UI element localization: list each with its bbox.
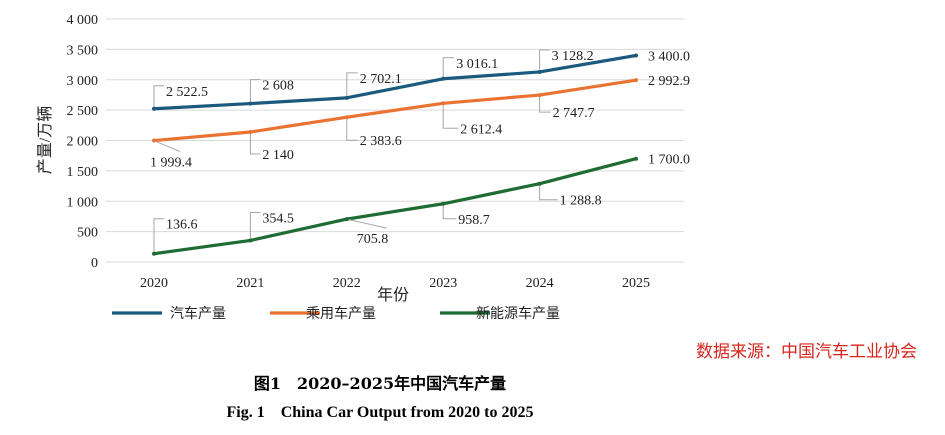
x-tick-label: 2024 <box>526 276 554 291</box>
figure-caption-en: Fig. 1 China Car Output from 2020 to 202… <box>226 404 534 421</box>
data-label: 2 608 <box>262 79 294 94</box>
data-label: 2 702.1 <box>360 72 402 87</box>
series-line <box>153 157 637 256</box>
x-tick-label: 2023 <box>429 276 457 291</box>
x-tick-label: 2022 <box>333 276 361 291</box>
data-point <box>152 138 156 143</box>
data-point <box>248 101 253 106</box>
data-label: 705.8 <box>357 232 389 247</box>
data-label: 2 992.9 <box>648 74 690 89</box>
data-point <box>152 106 156 111</box>
y-tick-label: 3 500 <box>67 43 99 58</box>
data-point <box>441 101 446 106</box>
series-line <box>153 78 637 143</box>
data-label: 2 140 <box>262 148 294 163</box>
leader-line <box>442 57 455 79</box>
data-point <box>537 93 542 98</box>
data-point <box>537 181 542 186</box>
data-point <box>344 95 349 100</box>
leader-line <box>249 211 261 241</box>
y-tick-label: 2 500 <box>67 104 99 119</box>
series-line <box>153 53 637 111</box>
leader-line <box>539 49 550 72</box>
leader-line <box>153 218 164 254</box>
leader-line <box>539 95 551 113</box>
y-tick-label: 2 000 <box>67 135 99 150</box>
leader-line <box>442 103 459 129</box>
data-label: 3 016.1 <box>456 57 498 72</box>
data-label: 2 522.5 <box>166 85 208 100</box>
source-note: 数据来源：中国汽车工业协会 <box>696 342 917 362</box>
data-label: 2 383.6 <box>360 134 402 149</box>
y-axis-title: 产量/万辆 <box>36 106 54 174</box>
data-point <box>344 217 349 222</box>
data-label: 3 128.2 <box>552 49 594 64</box>
data-point <box>634 156 638 161</box>
x-tick-label: 2021 <box>236 276 264 291</box>
figure-caption-cn: 图1 2020–2025年中国汽车产量 <box>253 374 507 393</box>
leader-line <box>153 85 164 109</box>
data-point <box>344 115 349 120</box>
legend-label: 汽车产量 <box>170 305 226 322</box>
data-label: 354.5 <box>262 211 294 226</box>
leader-line <box>153 140 181 152</box>
x-tick-label: 2025 <box>622 276 650 291</box>
legend-label: 新能源车产量 <box>476 305 560 322</box>
data-point <box>634 78 638 83</box>
leader-line <box>249 79 261 104</box>
data-label: 1 999.4 <box>150 156 192 171</box>
leader-line <box>539 183 558 201</box>
data-point <box>634 53 638 58</box>
y-tick-label: 4 000 <box>67 13 99 28</box>
data-label: 2 747.7 <box>553 106 595 121</box>
y-tick-label: 3 000 <box>67 74 99 89</box>
x-tick-label: 2020 <box>140 276 168 291</box>
leader-line <box>346 218 387 229</box>
data-point <box>248 238 253 243</box>
line-chart: 0 500 1 000 1 500 2 000 2 500 3 000 3 500 4 000 2… <box>36 13 690 322</box>
x-axis-title: 年份 <box>377 286 409 304</box>
data-label: 958.7 <box>458 213 490 228</box>
y-tick-label: 1 000 <box>67 195 99 210</box>
y-tick-label: 500 <box>77 226 98 241</box>
leader-line <box>249 131 261 155</box>
data-point <box>441 76 446 81</box>
data-label: 136.6 <box>166 218 198 233</box>
leader-line <box>346 72 358 98</box>
data-point <box>537 69 542 74</box>
data-label: 2 612.4 <box>460 122 502 137</box>
y-tick-label: 1 500 <box>67 165 99 180</box>
data-label: 1 288.8 <box>560 194 602 209</box>
leader-line <box>442 203 457 220</box>
data-label: 1 700.0 <box>648 153 690 168</box>
data-point <box>248 129 253 134</box>
data-point <box>441 201 446 206</box>
y-tick-label: 0 <box>91 256 98 271</box>
leader-line <box>346 117 358 141</box>
data-point <box>152 251 156 256</box>
legend-label: 乘用车产量 <box>306 305 376 322</box>
data-label: 3 400.0 <box>648 49 690 64</box>
